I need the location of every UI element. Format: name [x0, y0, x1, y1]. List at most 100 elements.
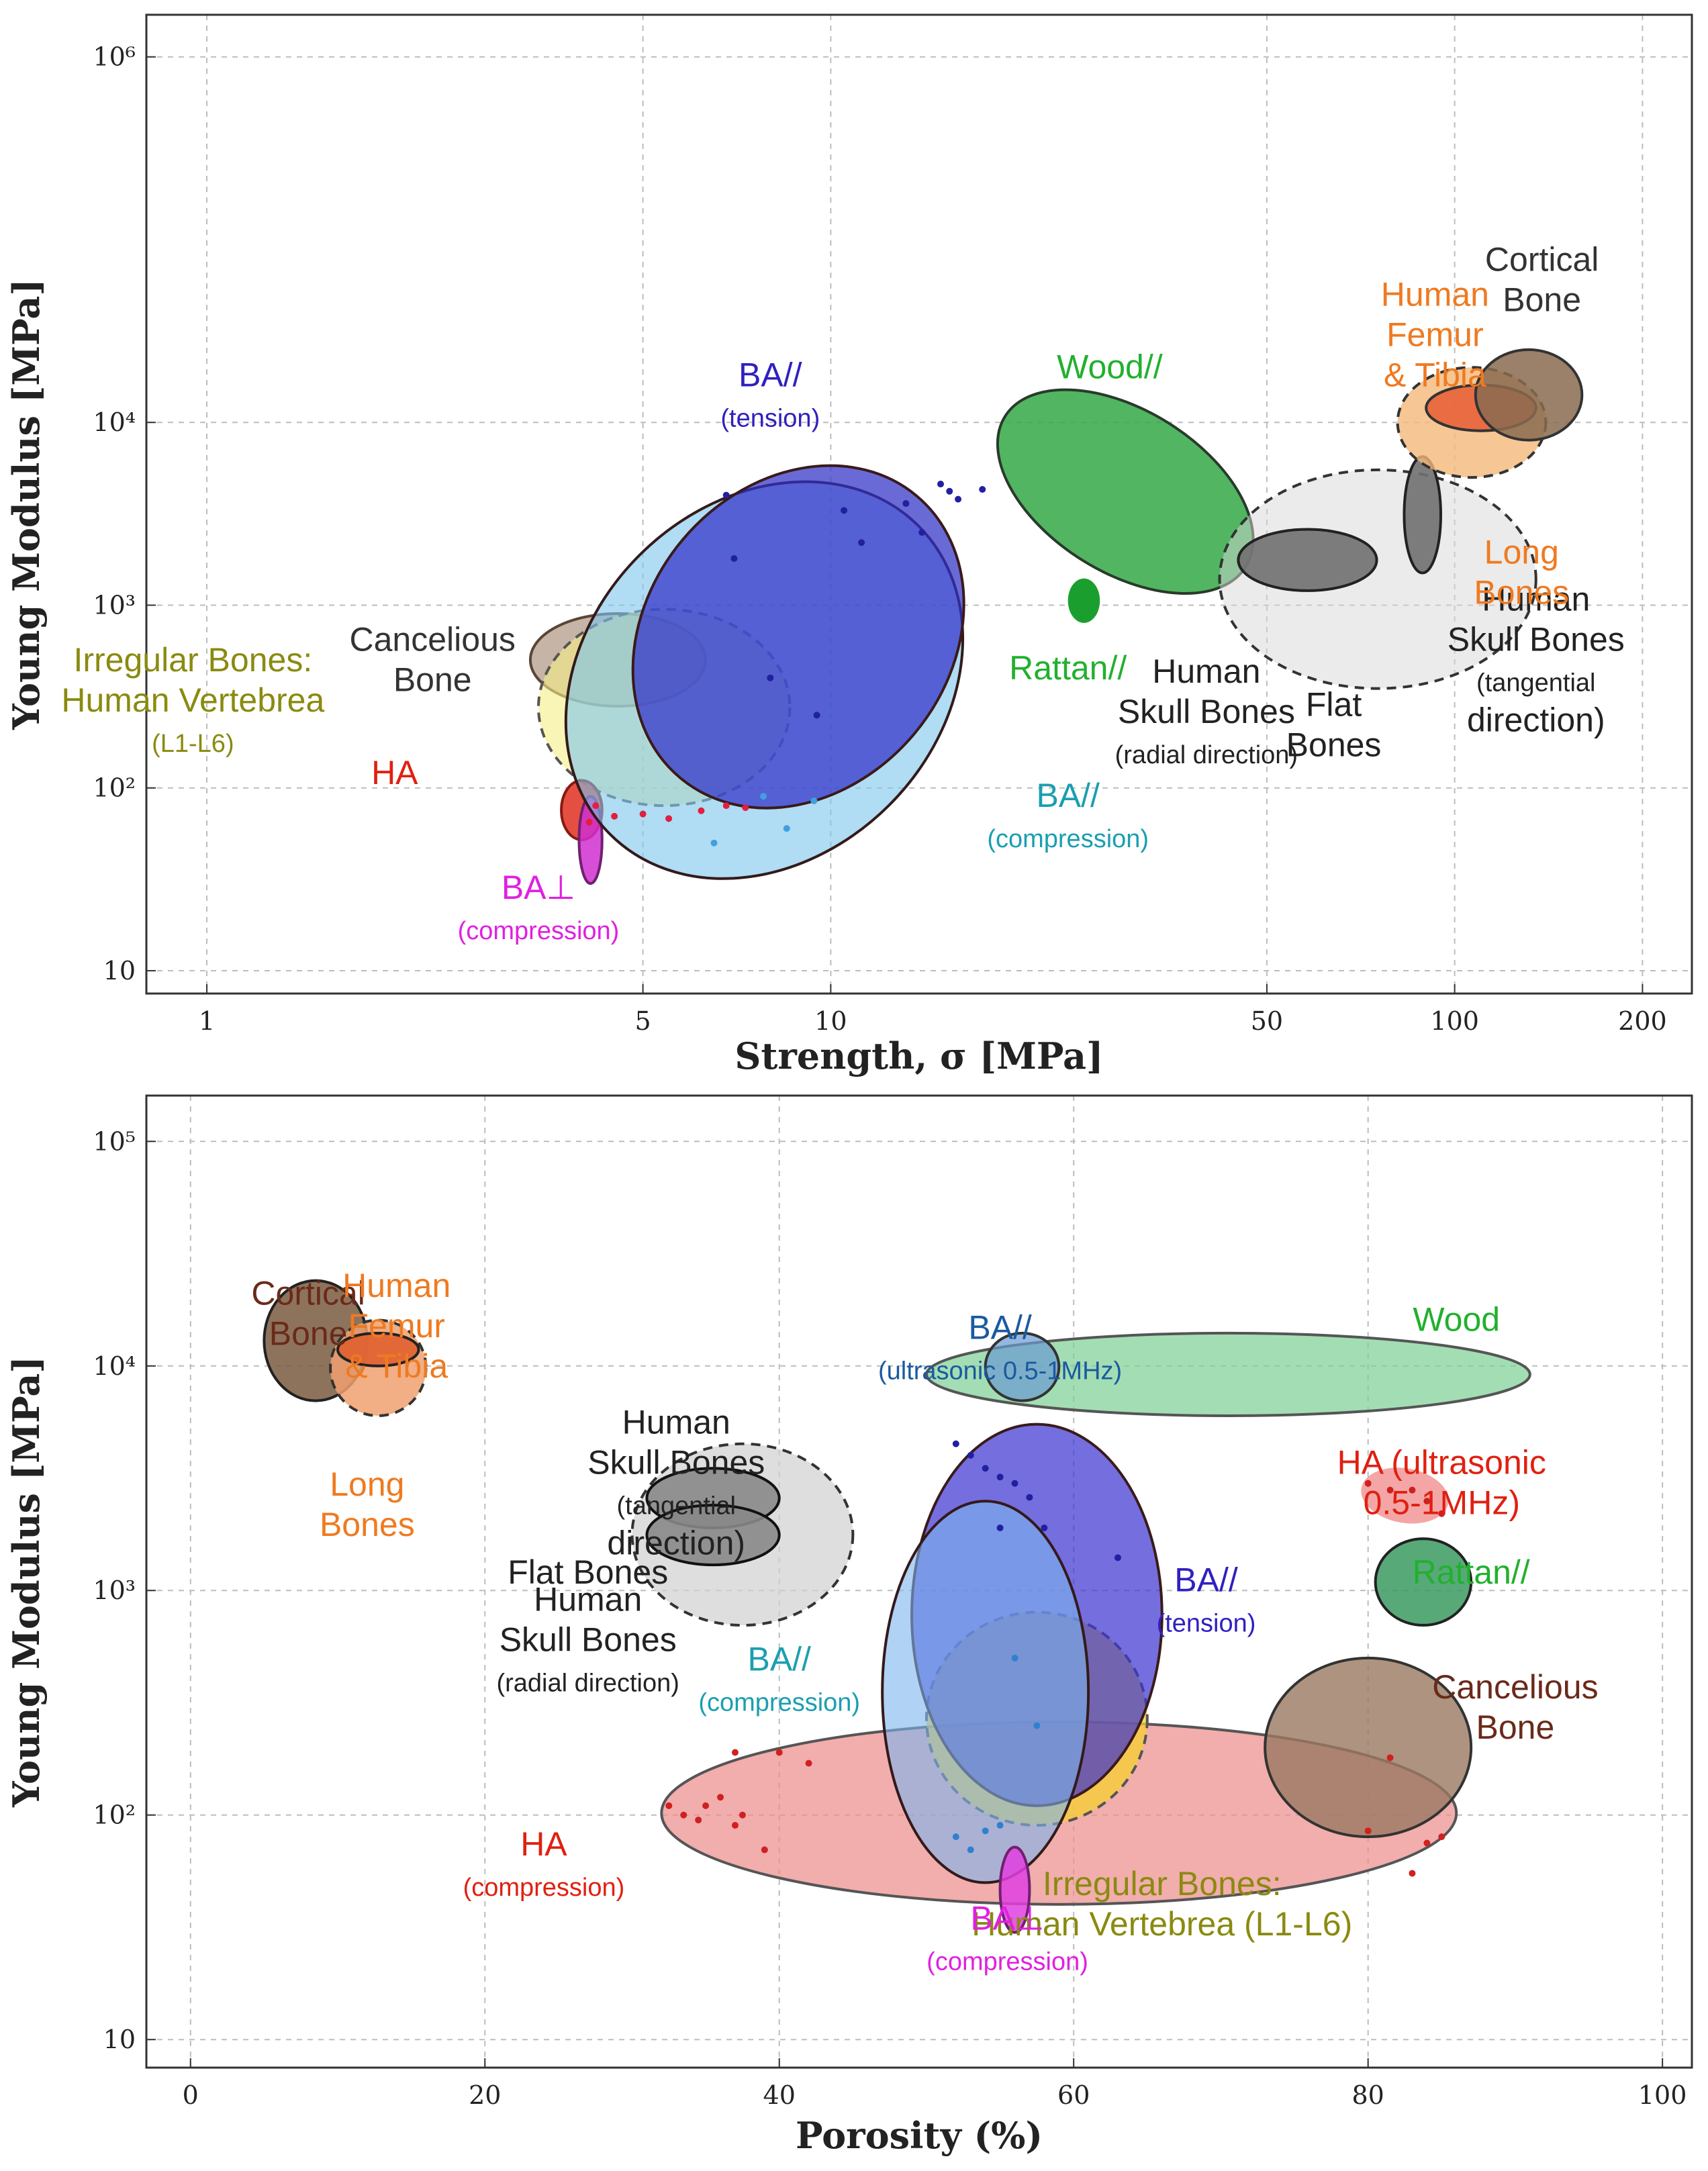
data-point [742, 804, 749, 812]
data-point [775, 1749, 783, 1756]
region-label-line: Skull Bones [587, 1444, 765, 1482]
x-axis-label: Strength, σ [MPa] [734, 1034, 1103, 1077]
y-tick-label: 10⁶ [93, 42, 136, 72]
y-tick-label: 10 [103, 2025, 136, 2054]
data-point [1438, 1833, 1445, 1841]
region-labels: Cancelious Bone Irregular Bones: Human Vert… [61, 240, 1624, 945]
region-label-cortical-bone: Cortical Bone [1485, 240, 1599, 318]
x-tick-label: 40 [763, 2080, 796, 2110]
plot-frame [145, 13, 1693, 995]
region-label-human-skull-bones-tangential-direction: Human Skull Bones (tangential direction) [1448, 580, 1625, 738]
data-point [1011, 1654, 1018, 1661]
data-point [1033, 1722, 1041, 1729]
region-label-ha: HA [371, 754, 418, 791]
region-label-line: Human [1381, 275, 1489, 313]
region-label-ha-compression: HA (compression) [463, 1825, 625, 1902]
region-label-ba-tension: BA// (tension) [720, 356, 820, 432]
y-tick-label: 10² [93, 1800, 136, 1830]
region-label-line: (tangential [617, 1492, 736, 1521]
data-point [702, 1802, 710, 1809]
region-label-cancelious-bone: Cancelious Bone [1432, 1668, 1598, 1746]
y-tick-label: 10 [103, 956, 136, 985]
x-tick-label: 80 [1351, 2080, 1384, 2110]
data-point [996, 1525, 1004, 1532]
region-label-line: BA// [968, 1308, 1032, 1346]
data-point [722, 491, 730, 499]
y-tick-label: 10³ [93, 590, 136, 620]
region-label-line: Rattan// [1009, 649, 1127, 687]
region-label-line: Rattan// [1413, 1553, 1530, 1591]
region-label-ba-compression: BA// (compression) [987, 777, 1149, 853]
y-tick-label: 10⁵ [93, 1126, 136, 1156]
data-point [722, 802, 730, 810]
region-label-wood: Wood// [1057, 348, 1163, 385]
region-label-line: Bone [393, 661, 472, 698]
region-labels: HA (compression)Cancelious BoneWoodIrregul… [251, 1267, 1598, 1976]
region-label-line: (L1-L6) [152, 730, 234, 758]
data-point [717, 1794, 724, 1801]
region-label-flat-bones: Flat Bones [1286, 686, 1382, 764]
region-label-line: Skull Bones [1118, 693, 1295, 730]
data-point [1423, 1498, 1431, 1505]
region-label-line: (radial direction) [496, 1669, 679, 1697]
region-label-line: Irregular Bones: [73, 641, 312, 679]
data-point [937, 481, 945, 488]
region-human-femur-tibia [336, 1331, 420, 1367]
region-label-cortical-bone: Cortical Bone [251, 1275, 365, 1353]
region-label-line: Human [342, 1267, 450, 1304]
data-point [1409, 1870, 1416, 1877]
grid-lines [146, 15, 1692, 994]
region-label-line: direction) [607, 1525, 745, 1562]
data-point [767, 674, 774, 681]
region-label-line: Bone [269, 1315, 348, 1353]
region-label-line: 0.5-1MHz) [1364, 1484, 1520, 1522]
region-human-skull-bones-radial-direction [1237, 528, 1378, 592]
data-point [979, 486, 986, 493]
region-label-line: Human [622, 1404, 730, 1441]
region-label-line: (tangential [1476, 669, 1595, 697]
region-label-irregular-bones-human-vertebrea-l1-l6: Irregular Bones: Human Vertebrea (L1-L6) [971, 1865, 1352, 1943]
data-point [1438, 1510, 1445, 1517]
region-label-line: HA (ultrasonic [1337, 1444, 1546, 1482]
region-label-line: Wood// [1057, 348, 1163, 385]
plot-frame [145, 1094, 1693, 2069]
data-point [955, 495, 962, 503]
data-point [982, 1827, 989, 1835]
region-rattan [1068, 578, 1100, 623]
x-tick-label: 50 [1251, 1006, 1283, 1036]
data-point [1386, 1754, 1394, 1762]
data-point [952, 1440, 959, 1447]
region-label-rattan: Rattan// [1009, 649, 1127, 687]
x-tick-label: 200 [1618, 1006, 1667, 1036]
y-tick-label: 10² [93, 773, 136, 803]
region-label-line: & Tibia [1384, 356, 1486, 393]
x-tick-label: 60 [1057, 2080, 1090, 2110]
region-ba-ultrasonic-0-5-1mhz [984, 1331, 1061, 1402]
region-shapes [263, 1279, 1531, 1934]
data-point [1409, 1486, 1416, 1494]
region-label-line: Cancelious [1432, 1668, 1598, 1706]
data-point [1423, 1839, 1431, 1847]
region-label-flat-bones: Flat Bones [508, 1553, 668, 1591]
x-tick-label: 10 [814, 1006, 847, 1036]
region-label-human-skull-bones-radial-direction: Human Skull Bones (radial direction) [496, 1580, 679, 1697]
data-point [680, 1811, 687, 1819]
data-point [841, 507, 848, 514]
region-human-skull-bones-radial-direction [645, 1504, 781, 1567]
region-label-line: Human Vertebrea [61, 681, 324, 719]
data-point [730, 554, 738, 562]
region-label-human-skull-bones-radial-direction: Human Skull Bones (radial direction) [1115, 653, 1298, 769]
region-label-cancelious-bone: Cancelious Bone [350, 620, 516, 698]
y-axis-label: Young Modulus [MPa] [5, 1356, 48, 1808]
region-label-line: (compression) [458, 917, 620, 945]
region-ha-ultrasonic-0-5-1mhz [1361, 1467, 1449, 1524]
data-point [858, 539, 865, 546]
y-tick-label: 10⁴ [93, 407, 136, 437]
region-label-line: Irregular Bones: [1043, 1865, 1282, 1902]
region-label-rattan: Rattan// [1413, 1553, 1530, 1591]
region-ba-tension [631, 464, 965, 810]
region-label-line: (compression) [463, 1874, 625, 1902]
axis-ticks: 1 5 10 50 100 200 10 10² 10³ 10⁴ 10⁶ [93, 42, 1666, 1036]
data-point [611, 812, 618, 820]
data-point [1386, 1486, 1394, 1494]
